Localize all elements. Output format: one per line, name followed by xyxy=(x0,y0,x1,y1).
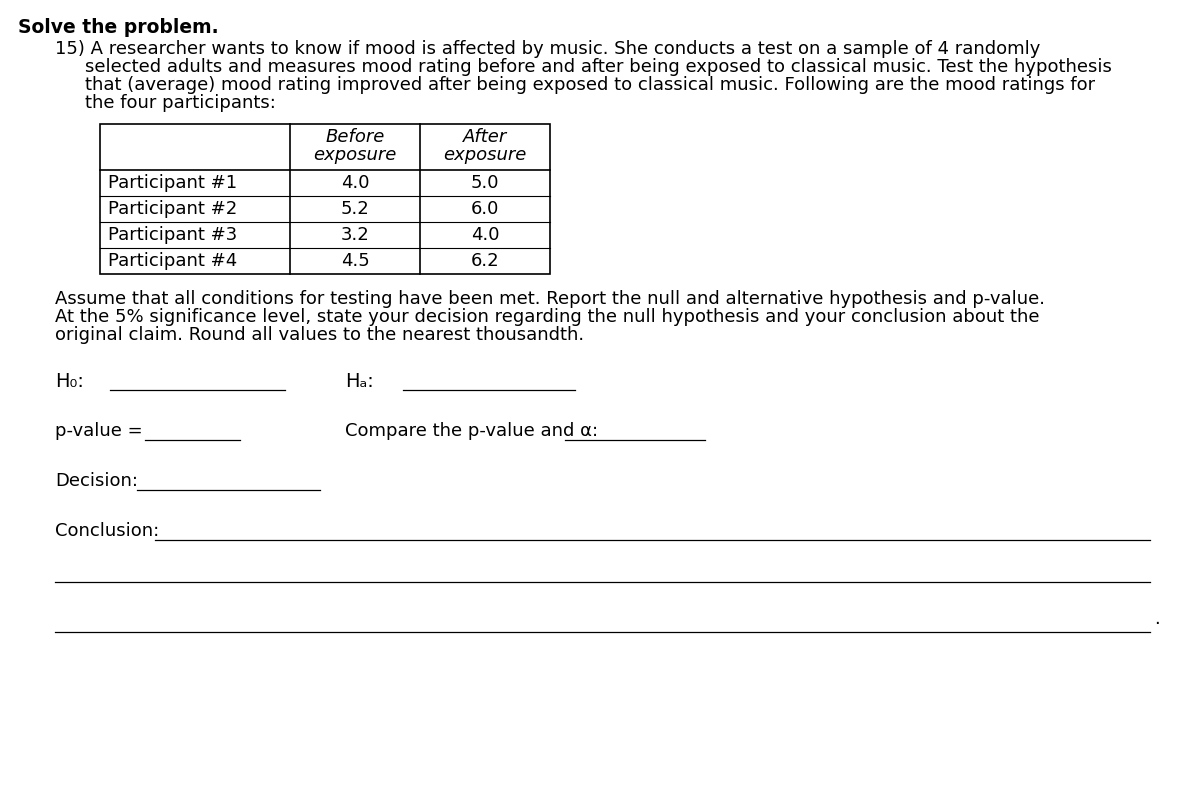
Text: 4.0: 4.0 xyxy=(470,226,499,244)
Text: p-value =: p-value = xyxy=(55,422,143,440)
Text: 4.5: 4.5 xyxy=(341,252,370,270)
Text: Assume that all conditions for testing have been met. Report the null and altern: Assume that all conditions for testing h… xyxy=(55,290,1045,308)
Text: selected adults and measures mood rating before and after being exposed to class: selected adults and measures mood rating… xyxy=(85,58,1112,76)
Text: 3.2: 3.2 xyxy=(341,226,370,244)
Text: Hₐ:: Hₐ: xyxy=(346,372,373,391)
Text: Before: Before xyxy=(325,128,385,146)
Text: Conclusion:: Conclusion: xyxy=(55,522,160,540)
Text: Participant #2: Participant #2 xyxy=(108,200,238,218)
Text: Participant #3: Participant #3 xyxy=(108,226,238,244)
Text: Decision:: Decision: xyxy=(55,472,138,490)
Text: exposure: exposure xyxy=(443,146,527,164)
Text: 4.0: 4.0 xyxy=(341,174,370,192)
Text: 5.0: 5.0 xyxy=(470,174,499,192)
Text: the four participants:: the four participants: xyxy=(85,94,276,112)
Text: Solve the problem.: Solve the problem. xyxy=(18,18,218,37)
Text: 6.2: 6.2 xyxy=(470,252,499,270)
Text: Participant #4: Participant #4 xyxy=(108,252,238,270)
Text: Compare the p-value and α:: Compare the p-value and α: xyxy=(346,422,598,440)
Text: At the 5% significance level, state your decision regarding the null hypothesis : At the 5% significance level, state your… xyxy=(55,308,1039,326)
Text: After: After xyxy=(463,128,508,146)
Text: 6.0: 6.0 xyxy=(470,200,499,218)
Text: 5.2: 5.2 xyxy=(341,200,370,218)
Bar xyxy=(100,124,550,274)
Text: that (average) mood rating improved after being exposed to classical music. Foll: that (average) mood rating improved afte… xyxy=(85,76,1096,94)
Text: Participant #1: Participant #1 xyxy=(108,174,238,192)
Text: original claim. Round all values to the nearest thousandth.: original claim. Round all values to the … xyxy=(55,326,584,344)
Text: 15) A researcher wants to know if mood is affected by music. She conducts a test: 15) A researcher wants to know if mood i… xyxy=(55,40,1040,58)
Text: .: . xyxy=(1154,610,1159,628)
Text: exposure: exposure xyxy=(313,146,397,164)
Text: H₀:: H₀: xyxy=(55,372,84,391)
